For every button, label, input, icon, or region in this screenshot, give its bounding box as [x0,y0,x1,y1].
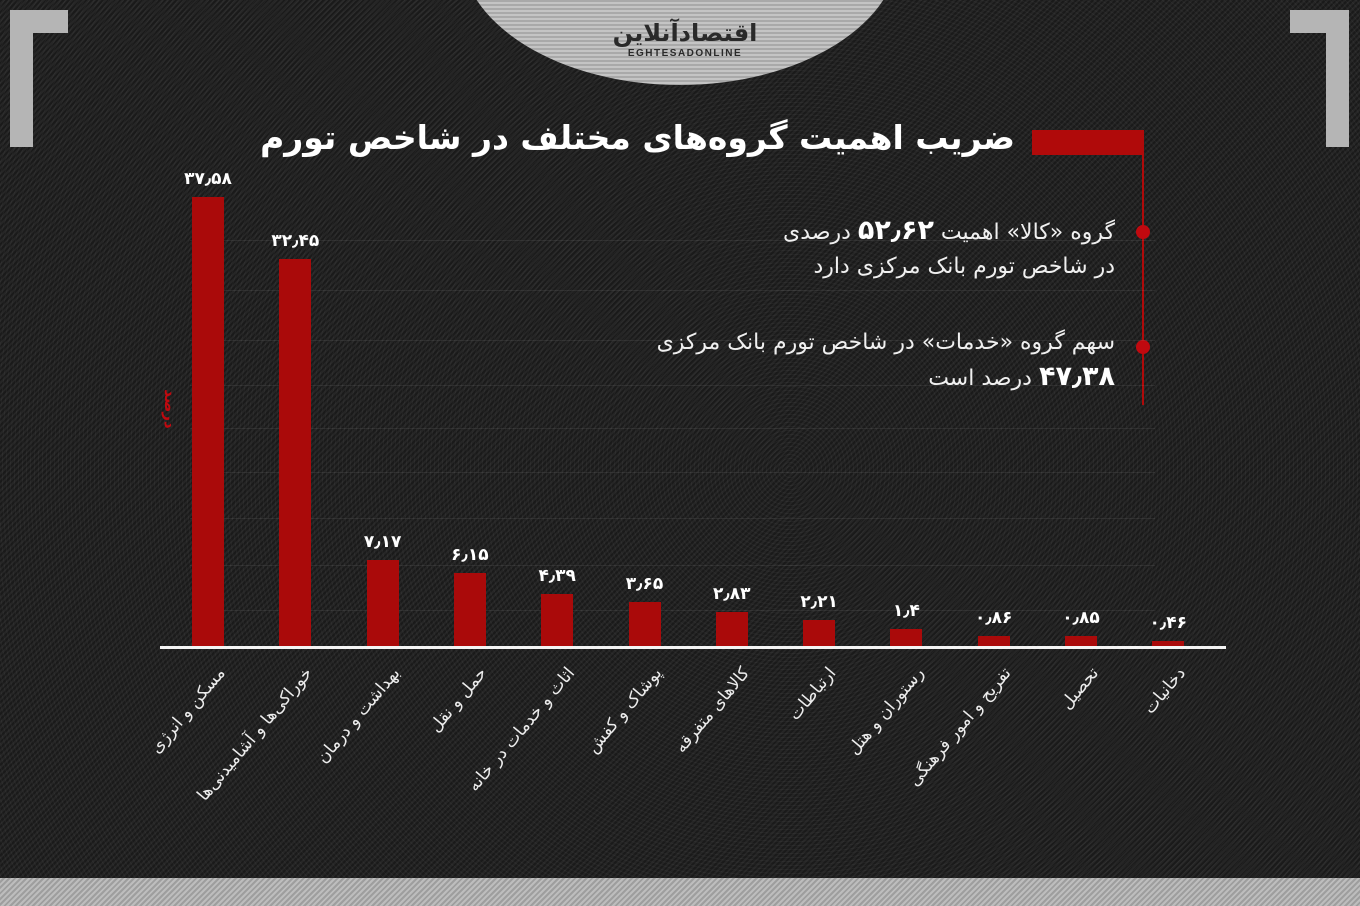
category-label: ارتباطات [785,663,841,725]
bar-value-label: ۳۲٫۴۵ [271,230,320,251]
bar-value-label: ۳٫۶۵ [625,574,664,595]
gridline [190,240,1155,241]
bar-value-label: ۰٫۸۵ [1062,607,1100,628]
timeline-dot-2 [1136,340,1150,354]
bar-value-label: ۴٫۳۹ [538,565,576,586]
gridline [190,472,1155,473]
bar-value-label: ۶٫۱۵ [451,544,489,565]
title-accent-bar [1032,130,1144,155]
gridline [190,340,1155,341]
bar-value-label: ۲٫۸۳ [713,584,751,605]
brand-logo-fa: اقتصادآنلاین [612,19,758,47]
bar-value-label: ۳۷٫۵۸ [184,169,232,190]
gridline [190,518,1155,519]
note-goods-value: ۵۲٫۶۲ [857,215,934,246]
gridline [190,385,1155,386]
note-goods-text: گروه «کالا» اهمیت [933,220,1115,245]
note-services: سهم گروه «خدمات» در شاخص تورم بانک مرکزی… [657,326,1115,396]
chart-title: ضریب اهمیت گروه‌های مختلف در شاخص تورم [260,118,1016,157]
bar [1152,640,1185,646]
category-label: مسکن و انرژی [146,663,230,758]
bar [541,593,574,646]
category-label: کالاهای متفرقه [670,663,754,758]
category-label: دخانیات [1139,663,1190,719]
category-label: حمل و نقل [425,663,492,737]
gridline [190,565,1155,566]
bar-value-label: ۲٫۲۱ [800,591,838,612]
bar-value-label: ۰٫۸۶ [974,607,1013,628]
bar [977,635,1010,646]
gridline [190,610,1155,611]
bar-value-label: ۷٫۱۷ [363,532,402,553]
category-label: بهداشت و درمان [312,663,405,768]
category-label: پوشاک و کفش [582,663,667,758]
bottom-band [0,878,1360,906]
bar [192,197,224,646]
bar [279,258,312,646]
note-goods-suffix: درصدی [783,220,858,245]
bar [453,572,486,646]
corner-bracket-top-right-vertical [1326,10,1349,147]
bar [803,619,836,646]
notes-timeline [1142,130,1144,405]
corner-bracket-top-left-horizontal [10,10,68,33]
note-goods-line2: در شاخص تورم بانک مرکزی دارد [813,254,1115,279]
corner-bracket-top-left-vertical [10,10,33,147]
bar-value-label: ۱٫۴ [892,601,920,622]
note-services-suffix: درصد است [928,366,1039,391]
gridline [190,428,1155,429]
bar-value-label: ۰٫۴۶ [1149,612,1188,633]
note-services-value: ۴۷٫۳۸ [1038,361,1115,392]
bar [715,612,748,646]
bar [890,629,923,646]
bar [1065,635,1097,646]
y-axis-label: درصد [160,389,179,429]
bar [366,560,399,646]
bar [628,602,661,646]
corner-bracket-top-right-horizontal [1290,10,1349,33]
note-goods: گروه «کالا» اهمیت ۵۲٫۶۲ درصدی در شاخص تو… [783,214,1115,284]
brand-logo-en: EGHTESADONLINE [627,48,743,59]
timeline-dot-1 [1136,225,1150,239]
x-axis [160,646,1226,649]
category-label: رستوران و هتل [843,663,929,759]
gridline [190,290,1155,291]
brand-logo: اقتصادآنلاین EGHTESADONLINE [600,18,770,68]
note-services-line1: سهم گروه «خدمات» در شاخص تورم بانک مرکزی [656,330,1115,355]
category-label: تحصیل [1056,663,1103,714]
